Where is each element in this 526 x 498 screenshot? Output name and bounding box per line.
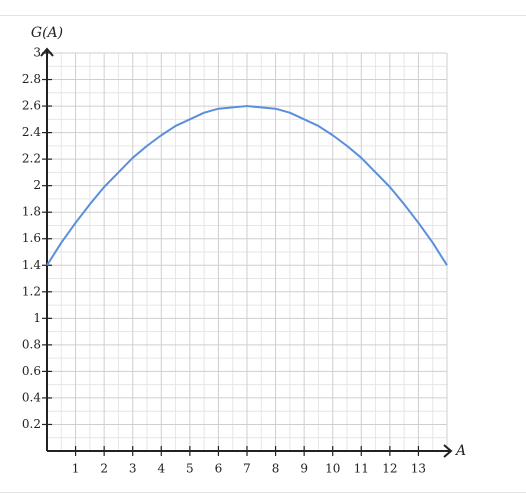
y-tick-label: 0.8 <box>22 337 41 351</box>
y-tick-label: 0.2 <box>22 417 41 431</box>
x-tick-label: 6 <box>215 462 223 476</box>
x-tick-label: 11 <box>354 462 369 476</box>
x-tick-label: 7 <box>243 462 251 476</box>
x-tick-label: 8 <box>272 462 280 476</box>
y-tick-label: 2.2 <box>22 152 41 166</box>
x-axis-label: A <box>454 443 466 459</box>
x-tick-label: 12 <box>382 462 397 476</box>
grid <box>47 52 448 451</box>
x-tick-label: 13 <box>411 462 426 476</box>
y-tick-label: 2.6 <box>22 99 41 113</box>
y-tick-label: 2.8 <box>22 72 41 86</box>
y-tick-label: 3 <box>33 46 41 60</box>
x-tick-label: 9 <box>300 462 308 476</box>
x-axis-arrow <box>443 444 453 458</box>
line-series <box>46 105 448 266</box>
y-tick-label: 1.6 <box>22 231 41 245</box>
y-axis-arrow <box>40 47 54 57</box>
y-tick-label: 2 <box>33 178 41 192</box>
y-tick-label: 1.2 <box>22 284 41 298</box>
y-tick-label: 1.4 <box>22 258 41 272</box>
y-tick-label: 0.4 <box>22 390 41 404</box>
x-tick-label: 2 <box>100 462 108 476</box>
y-tick-label: 1.8 <box>22 205 41 219</box>
y-tick-label: 0.6 <box>22 364 41 378</box>
y-tick-label: 2.4 <box>22 125 41 139</box>
x-tick-label: 4 <box>157 462 165 476</box>
x-tick-label: 10 <box>325 462 340 476</box>
axes: 1 2 3 4 5 6 7 8 9 10 11 12 130.20.40.60.811.21.41.61… <box>22 46 453 476</box>
x-tick-label: 3 <box>129 462 137 476</box>
y-tick-label: 1 <box>33 311 41 325</box>
x-tick-label: 5 <box>186 462 194 476</box>
y-axis-label: G(A) <box>31 25 63 41</box>
x-tick-label: 1 <box>72 462 80 476</box>
